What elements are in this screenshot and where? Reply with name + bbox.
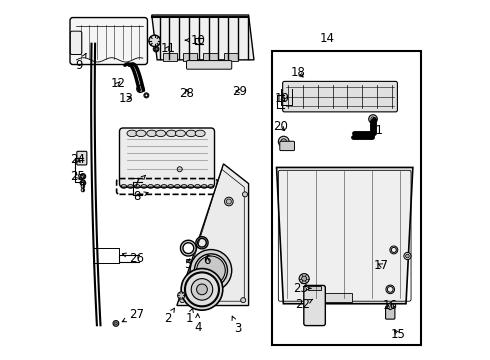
Circle shape [299,274,309,284]
Text: 13: 13 [119,92,133,105]
Text: 8: 8 [133,190,148,203]
PathPatch shape [177,164,248,306]
Bar [308,286,321,291]
Circle shape [406,254,409,258]
Circle shape [243,192,247,197]
Circle shape [196,284,207,295]
Circle shape [281,139,287,144]
Text: 4: 4 [194,314,201,333]
Bar [163,53,177,60]
Text: 7: 7 [133,175,146,190]
Text: 11: 11 [160,41,175,54]
Text: 27: 27 [122,308,144,322]
Text: 20: 20 [273,121,288,134]
Text: 22: 22 [295,298,313,311]
Text: 29: 29 [232,85,247,98]
Polygon shape [353,134,374,137]
Bar [318,293,351,302]
Circle shape [191,279,213,300]
Bar [272,51,421,345]
Circle shape [180,298,185,303]
Circle shape [368,115,377,123]
Ellipse shape [136,130,146,136]
Text: 17: 17 [374,259,389,272]
Text: 28: 28 [179,87,195,100]
FancyBboxPatch shape [283,81,397,112]
Text: 1: 1 [186,308,193,325]
Ellipse shape [167,130,176,136]
Text: 26: 26 [122,252,144,265]
FancyBboxPatch shape [304,285,325,325]
FancyBboxPatch shape [280,141,294,150]
Ellipse shape [186,130,196,136]
Circle shape [241,298,245,303]
Circle shape [113,320,119,326]
Ellipse shape [195,130,205,136]
Circle shape [226,199,231,204]
FancyBboxPatch shape [386,306,395,319]
Circle shape [81,188,85,192]
Circle shape [224,197,233,206]
Circle shape [177,167,182,172]
FancyBboxPatch shape [120,128,215,187]
Text: 10: 10 [185,33,206,47]
Circle shape [278,136,289,147]
Text: 24: 24 [70,153,85,166]
Text: 9: 9 [75,53,86,72]
Bar [224,53,238,60]
FancyBboxPatch shape [70,18,147,64]
Ellipse shape [156,130,166,136]
Circle shape [196,256,225,285]
Text: 14: 14 [320,32,335,45]
Text: 18: 18 [291,66,305,79]
PathPatch shape [276,167,413,304]
Circle shape [137,85,144,93]
Bar [203,53,218,60]
Text: 23: 23 [293,282,311,295]
Text: 25: 25 [70,170,85,183]
FancyBboxPatch shape [71,31,82,54]
Text: 15: 15 [391,328,406,341]
Circle shape [302,276,307,281]
Text: 5: 5 [184,258,191,271]
Polygon shape [152,15,254,60]
FancyBboxPatch shape [187,60,232,69]
Circle shape [177,292,185,299]
Circle shape [404,252,411,260]
Bar [183,53,197,60]
Ellipse shape [175,130,186,136]
Text: 3: 3 [232,316,242,335]
Text: 6: 6 [204,254,211,267]
Text: 19: 19 [275,92,290,105]
Circle shape [81,185,85,188]
Ellipse shape [127,130,137,136]
FancyBboxPatch shape [77,151,87,165]
Circle shape [186,273,219,306]
Polygon shape [372,119,374,137]
Circle shape [371,117,375,121]
Circle shape [149,35,160,46]
Text: 2: 2 [164,308,174,325]
Text: 21: 21 [368,124,383,137]
Ellipse shape [147,130,157,136]
Text: 12: 12 [110,77,125,90]
Text: 16: 16 [383,299,398,312]
Circle shape [115,322,117,325]
